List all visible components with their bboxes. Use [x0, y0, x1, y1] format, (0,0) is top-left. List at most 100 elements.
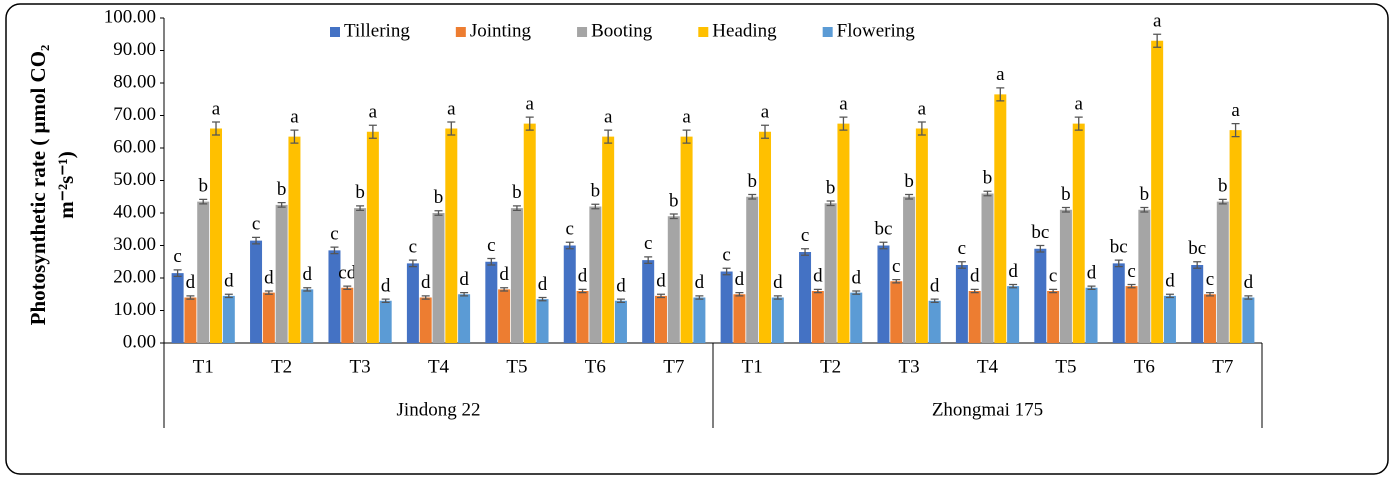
error-bar [879, 241, 888, 250]
x-tick-label: T5 [1055, 356, 1076, 377]
significance-letter: d [695, 272, 705, 293]
legend-marker [698, 27, 709, 37]
bar [994, 94, 1007, 343]
y-tick-label: 100.00 [104, 6, 156, 27]
significance-letter: d [264, 267, 274, 288]
significance-letter: d [930, 275, 940, 296]
significance-letter: d [459, 269, 469, 290]
x-tick-label: T4 [977, 356, 999, 377]
significance-letter: d [970, 266, 980, 287]
significance-letter: d [421, 272, 431, 293]
error-bar [761, 124, 770, 139]
bar [1229, 130, 1242, 343]
error-bar [1218, 198, 1227, 205]
significance-letter: cd [338, 262, 356, 283]
significance-letter: c [892, 256, 900, 277]
significance-letter: c [1127, 261, 1135, 282]
significance-letter: b [983, 168, 993, 189]
bar [419, 297, 432, 343]
y-tick-label: 0.00 [123, 331, 156, 352]
error-bar [591, 203, 600, 210]
bar [197, 201, 210, 343]
error-bar [578, 288, 587, 294]
error-bar [173, 269, 182, 278]
significance-letter: bc [1031, 222, 1049, 243]
x-tick-label: T1 [742, 356, 763, 377]
bar [642, 260, 655, 343]
legend-label: Flowering [837, 20, 916, 41]
significance-letter: d [1008, 261, 1018, 282]
error-bar [1244, 295, 1253, 300]
bar [589, 206, 602, 343]
bar [1072, 123, 1085, 343]
significance-letter: d [578, 266, 588, 287]
error-bar [512, 205, 521, 212]
y-tick-label: 80.00 [113, 71, 156, 92]
bar [301, 289, 314, 343]
error-bar [826, 200, 835, 207]
bar [680, 136, 693, 343]
x-tick-label: T2 [271, 356, 292, 377]
significance-letter: c [644, 233, 652, 254]
significance-letter: c [958, 238, 966, 259]
significance-letter: bc [1188, 238, 1206, 259]
error-bar [1036, 244, 1045, 253]
x-tick-label: T4 [428, 356, 450, 377]
significance-letter: a [526, 93, 535, 114]
significance-letter: bc [875, 219, 893, 240]
error-bar [682, 129, 691, 144]
error-bar [408, 259, 417, 268]
error-bar [224, 293, 233, 299]
significance-letter: a [604, 106, 613, 127]
significance-letter: d [1165, 271, 1175, 292]
group-label: Zhongmai 175 [932, 399, 1043, 420]
significance-letter: b [198, 176, 208, 197]
significance-letter: d [1087, 262, 1097, 283]
bar [275, 204, 288, 343]
bar [1242, 297, 1255, 343]
significance-letter: c [801, 225, 809, 246]
error-bar [330, 246, 339, 255]
x-tick-label: T3 [899, 356, 920, 377]
chart-border [5, 3, 1389, 475]
error-bar [801, 248, 810, 256]
significance-letter: b [434, 187, 444, 208]
x-tick-label: T2 [820, 356, 841, 377]
error-bar [1140, 206, 1149, 213]
significance-letter: b [591, 181, 601, 202]
significance-letter: d [499, 264, 509, 285]
bar [877, 245, 890, 343]
significance-letter: b [826, 177, 836, 198]
bar [171, 273, 184, 343]
significance-letter: a [761, 102, 770, 123]
error-bar [1205, 291, 1214, 297]
error-bar [447, 121, 456, 136]
error-bar [1153, 33, 1162, 48]
x-tick-label: T1 [193, 356, 214, 377]
significance-letter: a [1231, 100, 1240, 121]
error-bar [1049, 288, 1058, 294]
bar [955, 265, 968, 343]
x-tick-label: T6 [1134, 356, 1155, 377]
error-bar [538, 296, 547, 302]
error-bar [487, 257, 496, 266]
error-bar [930, 298, 939, 304]
legend-label: Tillering [344, 20, 410, 41]
legend-marker [822, 27, 833, 37]
bar [406, 263, 419, 343]
bar [498, 289, 511, 343]
significance-letter: a [290, 106, 299, 127]
significance-letter: bc [1110, 236, 1128, 257]
error-bar [303, 287, 312, 292]
bar [1125, 286, 1138, 343]
error-bar [381, 298, 390, 304]
significance-letter: b [512, 182, 522, 203]
significance-letter: d [616, 275, 626, 296]
bar [928, 300, 941, 343]
bar [379, 300, 392, 343]
error-bar [356, 205, 365, 212]
error-bar [852, 290, 861, 295]
bar [850, 292, 863, 343]
bar [563, 245, 576, 343]
significance-letter: d [302, 264, 312, 285]
